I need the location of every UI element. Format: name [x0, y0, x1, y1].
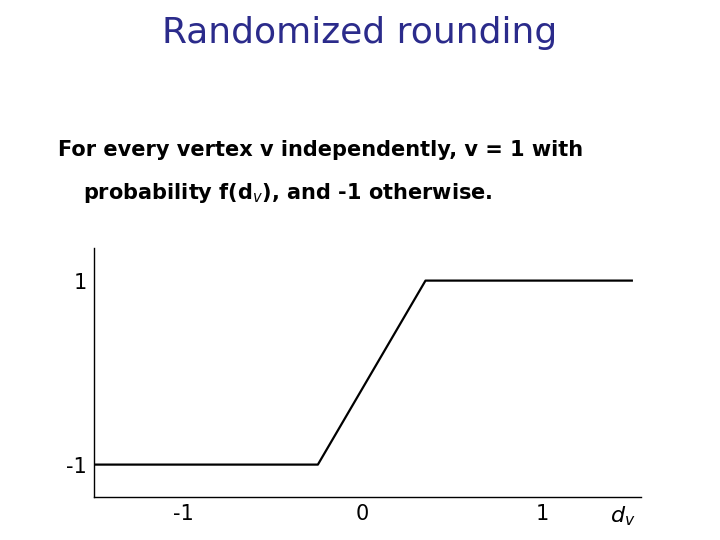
Text: For every vertex v independently, v = 1 with: For every vertex v independently, v = 1 … [58, 140, 582, 160]
Text: Randomized rounding: Randomized rounding [163, 16, 557, 50]
Text: $d_v$: $d_v$ [611, 504, 636, 528]
Text: probability f(d$_v$), and -1 otherwise.: probability f(d$_v$), and -1 otherwise. [83, 181, 492, 205]
